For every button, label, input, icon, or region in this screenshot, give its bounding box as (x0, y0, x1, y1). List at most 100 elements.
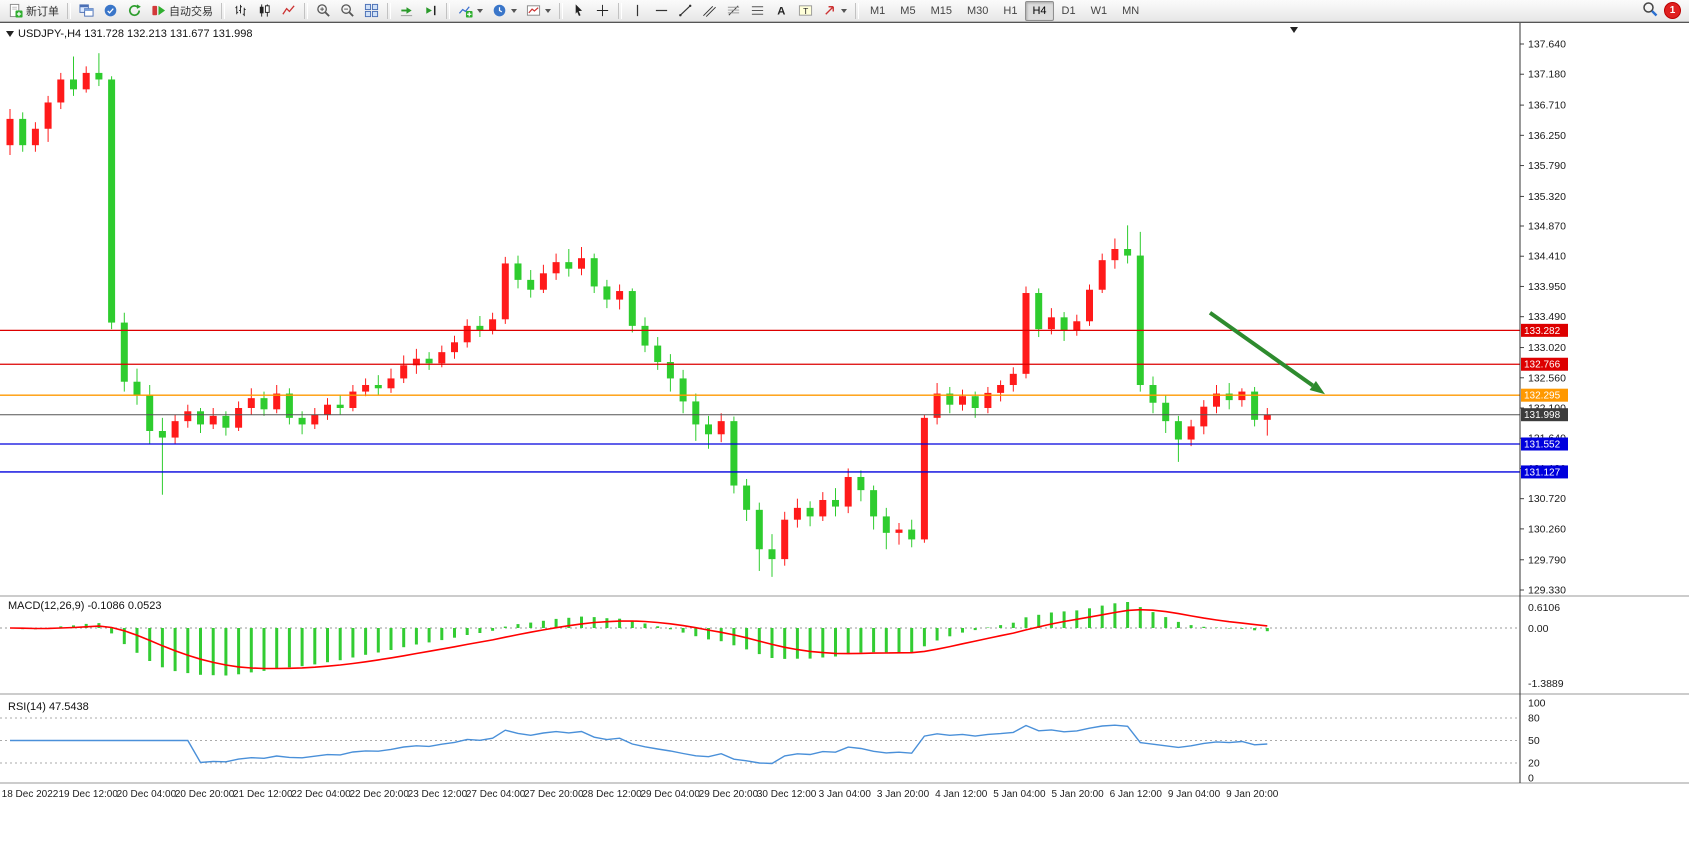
macd-axis-label: -1.3889 (1528, 678, 1564, 690)
candle-body (260, 398, 268, 410)
candle-body (717, 421, 725, 435)
candle-body (1060, 317, 1068, 331)
chart-collapse-icon[interactable] (6, 31, 14, 37)
toolbar-right: 1 (1642, 1, 1685, 20)
rsi-axis-label: 80 (1528, 713, 1540, 725)
timeframe-d1[interactable]: D1 (1061, 4, 1076, 17)
candle-body (387, 378, 395, 389)
candle-body (1086, 289, 1093, 322)
arrows-button[interactable] (818, 0, 851, 22)
crosshair-button[interactable] (591, 0, 614, 22)
candle-body (1263, 414, 1271, 420)
time-axis-label: 23 Dec 12:00 (408, 789, 468, 800)
rsi-axis-label: 20 (1528, 758, 1540, 770)
bid-price-tag-text: 131.998 (1524, 410, 1561, 421)
chart-shift-button[interactable] (419, 0, 442, 22)
indicators-button[interactable] (454, 0, 487, 22)
notification-badge[interactable]: 1 (1664, 2, 1681, 19)
toolbar-separator (446, 2, 450, 19)
trendline-button[interactable] (674, 0, 697, 22)
candle-body (489, 319, 497, 331)
vertical-line-button[interactable] (626, 0, 649, 22)
trend-arrow-head[interactable] (1309, 381, 1325, 395)
candle-body (476, 325, 484, 331)
fibonacci-button[interactable] (722, 0, 745, 22)
tile-windows-icon (364, 3, 379, 18)
candle-body (971, 396, 979, 408)
line-chart-button[interactable] (277, 0, 300, 22)
timeframe-mn[interactable]: MN (1122, 4, 1140, 17)
time-axis-label: 19 Dec 12:00 (58, 789, 118, 800)
candle-body (768, 549, 776, 560)
timeframe-m15[interactable]: M15 (930, 4, 952, 17)
cursor-button[interactable] (567, 0, 590, 22)
candlestick-button[interactable] (253, 0, 276, 22)
candle-body (793, 507, 801, 520)
timeframe-h4[interactable]: H4 (1025, 0, 1054, 21)
chart-window: 137.640 137.180 136.710 136.250 135.790 135.3… (0, 22, 1689, 823)
zoom-out-button[interactable] (336, 0, 359, 22)
candle-body (870, 490, 878, 517)
time-axis-label: 28 Dec 12:00 (582, 789, 642, 800)
toolbar-separator (559, 2, 563, 19)
horizontal-line-icon (654, 3, 669, 18)
market-watch-button[interactable] (99, 0, 122, 22)
price-axis-label: 135.320 (1528, 191, 1566, 203)
candle-body (82, 72, 90, 90)
candle-body (666, 362, 674, 379)
line-chart-icon (281, 3, 296, 18)
timeframe-w1[interactable]: W1 (1090, 4, 1108, 17)
text-button[interactable]: A (770, 0, 793, 22)
horizontal-line-button[interactable] (650, 0, 673, 22)
timeframe-m30[interactable]: M30 (966, 4, 989, 17)
new-order-label: 新订单 (26, 5, 59, 18)
toolbar-separator (221, 2, 225, 19)
candle-body (578, 258, 585, 269)
time-axis-label: 5 Jan 20:00 (1051, 789, 1104, 800)
chart-title: USDJPY-,H4 131.728 132.213 131.677 131.9… (18, 28, 253, 40)
candle-body (400, 365, 408, 379)
new-order-button[interactable]: 新订单 (4, 0, 63, 22)
candle-body (1187, 426, 1195, 440)
price-axis-label: 133.950 (1528, 281, 1566, 293)
periods-button[interactable] (488, 0, 521, 22)
timeframe-h1[interactable]: H1 (1003, 4, 1018, 17)
candle-body (349, 391, 357, 408)
time-axis-label: 4 Jan 12:00 (935, 789, 988, 800)
candle-body (95, 72, 103, 80)
refresh-button[interactable] (123, 0, 146, 22)
candle-body (311, 414, 319, 425)
candle-body (1098, 260, 1106, 290)
templates-button[interactable] (522, 0, 555, 22)
macd-axis-label: 0.00 (1528, 623, 1549, 635)
search-icon[interactable] (1642, 1, 1658, 20)
candle-body (895, 529, 903, 533)
bar-chart-icon (233, 3, 248, 18)
candle-body (959, 396, 966, 405)
timeframe-m1[interactable]: M1 (870, 4, 886, 17)
candle-body (298, 417, 306, 425)
text-label-button[interactable]: T (794, 0, 817, 22)
chart-canvas[interactable]: 137.640 137.180 136.710 136.250 135.790 135.3… (0, 23, 1689, 823)
svg-text:T: T (803, 6, 808, 16)
toolbar-separator (618, 2, 622, 19)
zoom-in-button[interactable] (312, 0, 335, 22)
timeframe-m5[interactable]: M5 (900, 4, 916, 17)
chart-shift-marker[interactable] (1290, 27, 1298, 33)
bar-chart-button[interactable] (229, 0, 252, 22)
time-axis-label: 29 Dec 20:00 (699, 789, 759, 800)
time-axis-label: 9 Jan 20:00 (1226, 789, 1279, 800)
candle-body (222, 415, 230, 428)
macd-signal-line (9, 608, 1268, 670)
charts-button[interactable] (75, 0, 98, 22)
trend-arrow-line[interactable] (1208, 311, 1314, 388)
tile-windows-button[interactable] (360, 0, 383, 22)
candle-body (1251, 391, 1259, 420)
candle-body (6, 118, 14, 146)
autotrading-button[interactable]: 自动交易 (147, 0, 217, 22)
time-axis-label: 5 Jan 04:00 (993, 789, 1046, 800)
cycle-lines-button[interactable] (746, 0, 769, 22)
auto-scroll-button[interactable] (395, 0, 418, 22)
price-axis-label: 129.330 (1528, 585, 1566, 597)
channel-button[interactable] (698, 0, 721, 22)
